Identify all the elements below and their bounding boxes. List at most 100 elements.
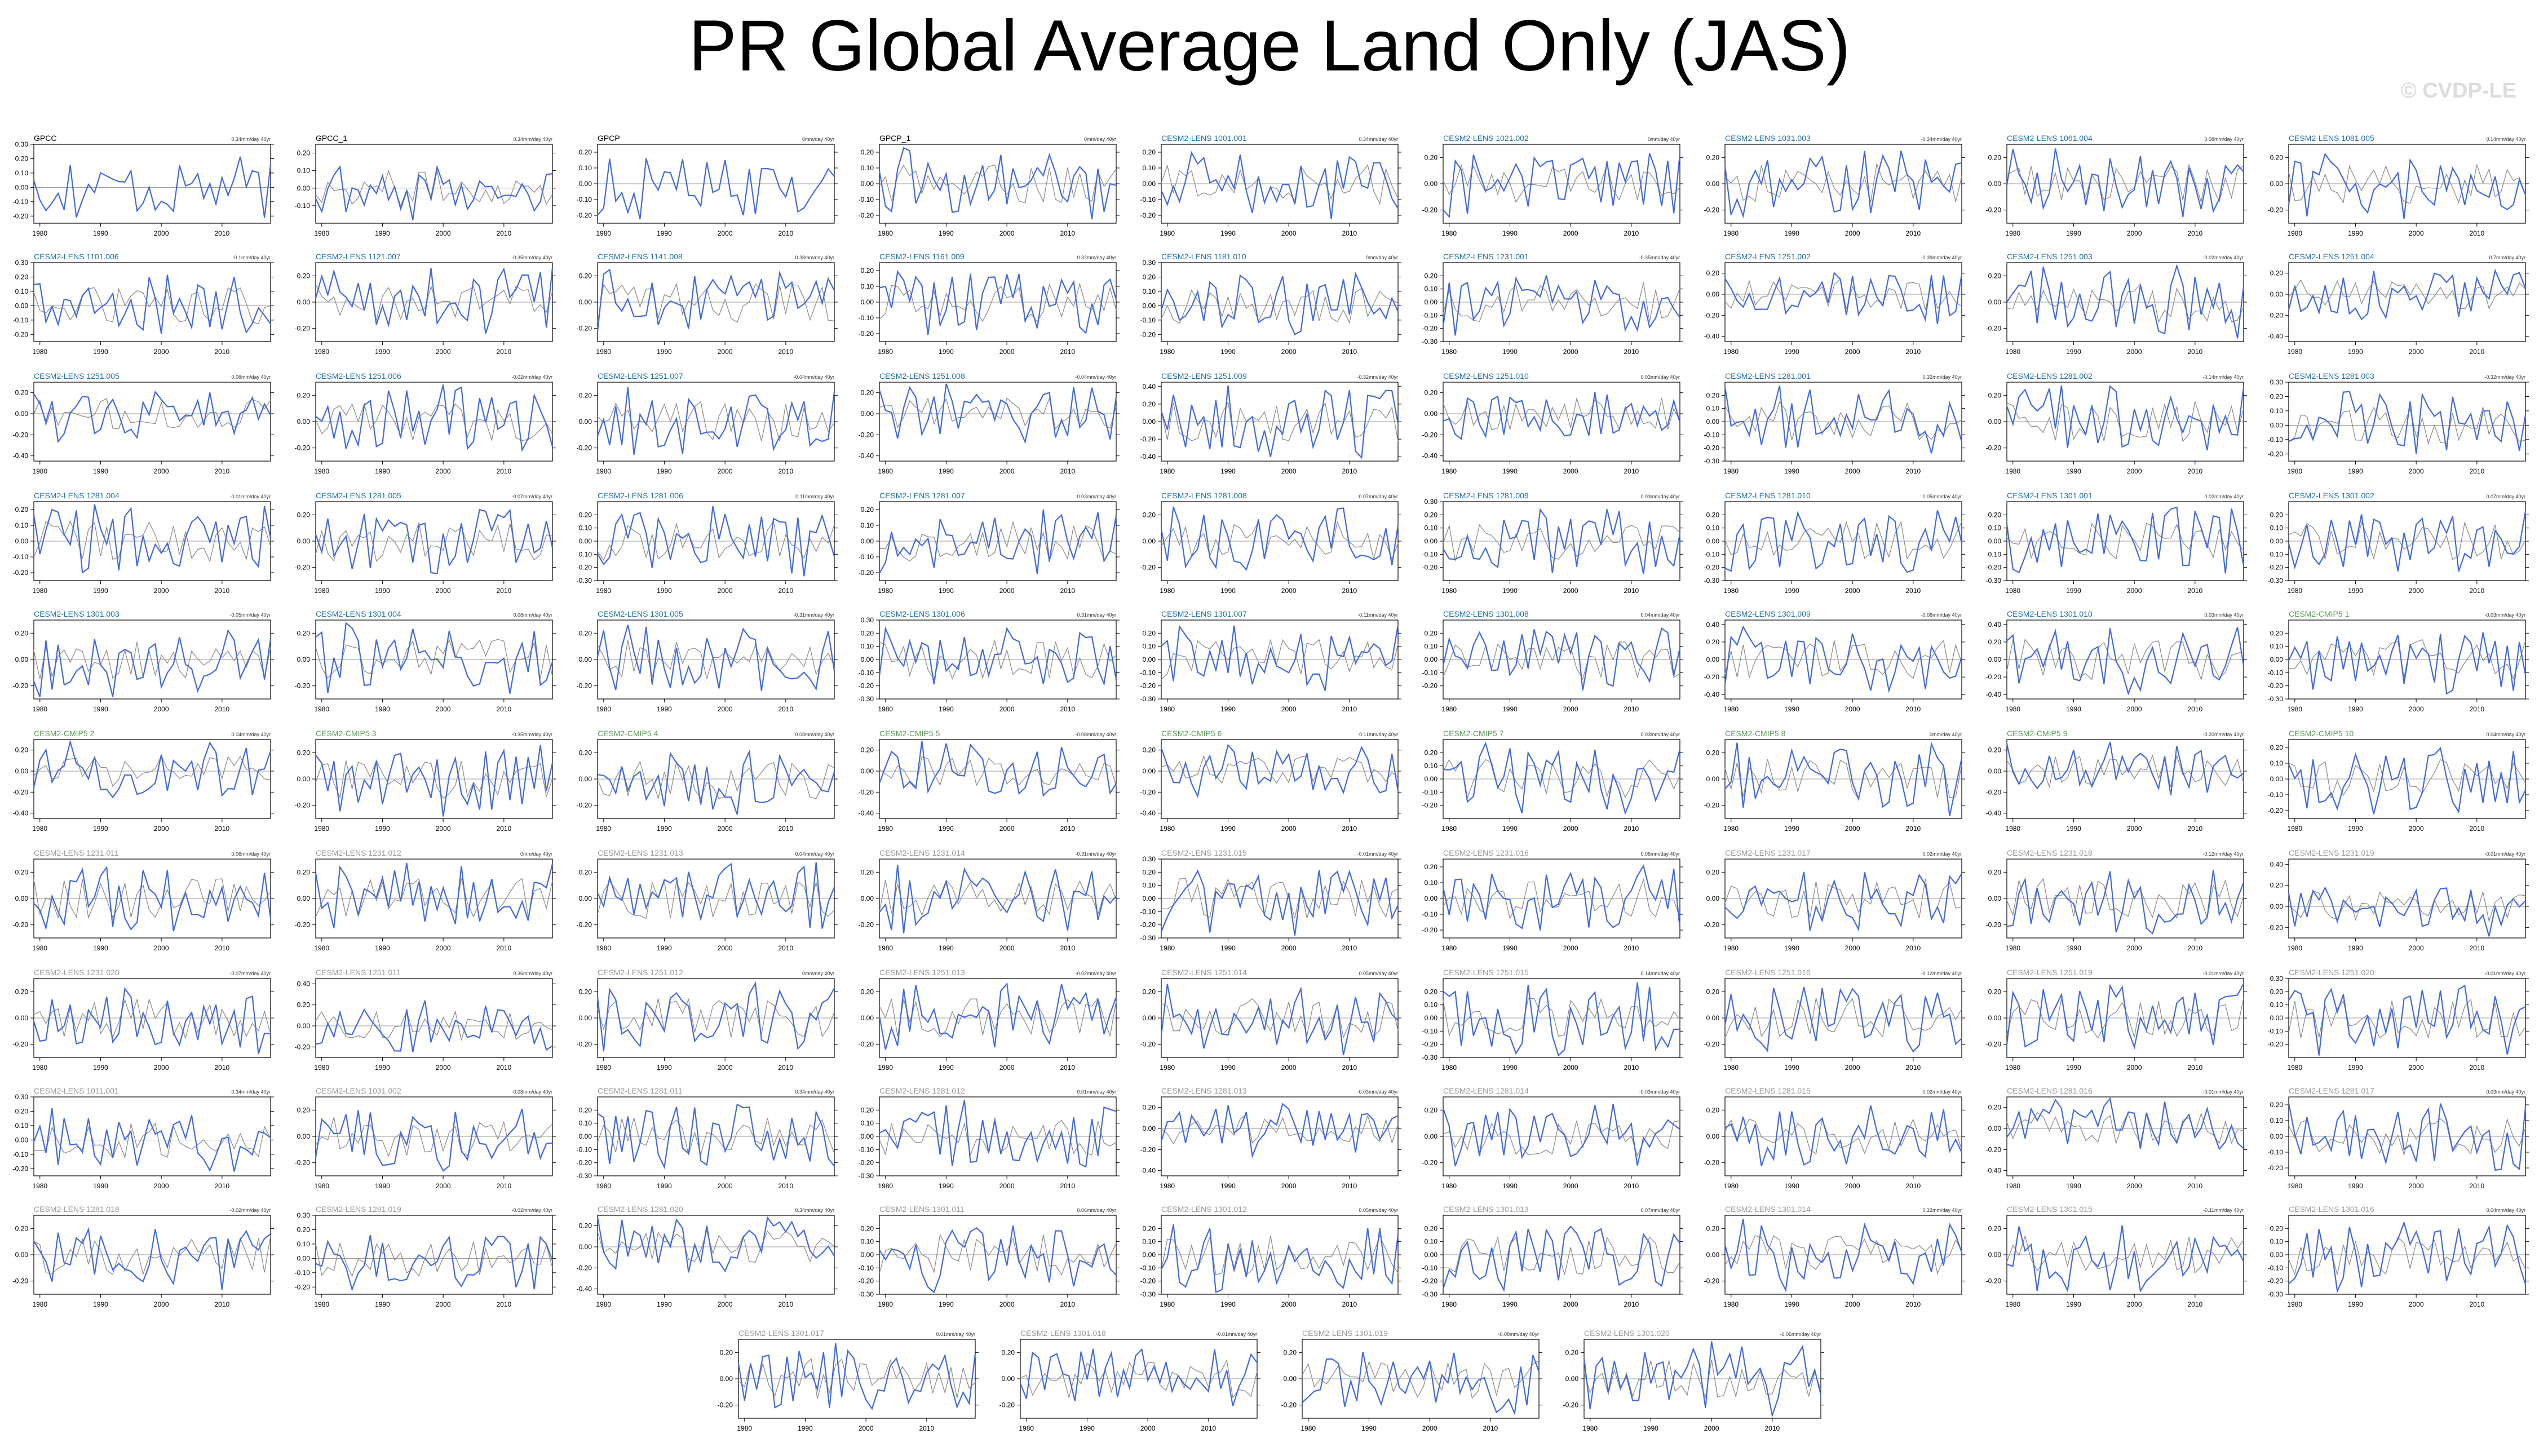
x-tick-label: 2010 xyxy=(214,587,229,595)
x-tick-label: 1980 xyxy=(1723,1300,1739,1308)
y-tick-label: 0.00 xyxy=(1706,537,1720,545)
primary-series-line xyxy=(2288,746,2526,815)
x-tick-label: 2010 xyxy=(2187,348,2202,356)
y-tick-label: -0.20 xyxy=(1140,682,1156,690)
y-tick-label: 0.10 xyxy=(579,1119,592,1127)
x-tick-label: 2010 xyxy=(2469,348,2484,356)
y-tick-label: -0.10 xyxy=(2268,550,2284,558)
x-tick-label: 1990 xyxy=(1643,1424,1658,1432)
y-tick-label: 0.00 xyxy=(2270,537,2284,545)
panel-trend-label: -0.11mm/day 40yr xyxy=(1357,612,1398,618)
y-tick-label: -0.30 xyxy=(1704,577,1720,585)
panel-title: CESM2-LENS 1231.012 xyxy=(316,848,401,857)
x-tick-label: 2010 xyxy=(1060,1182,1075,1190)
x-tick-label: 2010 xyxy=(2187,1300,2202,1308)
chart-panel: CESM2-LENS 1231.020 -0.07mm/day 40yr 0.20 0… xyxy=(13,968,274,1072)
y-tick-label: 0.30 xyxy=(15,259,29,267)
x-tick-label: 1980 xyxy=(737,1424,752,1432)
chart-panel: CESM2-LENS 1011.001 0.34mm/day 40yr 0.30 0.… xyxy=(13,1086,274,1190)
x-tick-label: 1990 xyxy=(1502,587,1518,595)
y-tick-label: 0.00 xyxy=(1706,1014,1720,1022)
y-tick-label: 0.10 xyxy=(2270,643,2284,650)
reference-series-line xyxy=(597,401,835,441)
x-tick-label: 1980 xyxy=(1441,1182,1457,1190)
y-tick-label: -0.20 xyxy=(577,1264,592,1272)
y-tick-label: 0.10 xyxy=(861,1119,874,1127)
x-tick-label: 2010 xyxy=(1624,1182,1639,1190)
y-tick-label: -0.20 xyxy=(2268,1277,2284,1285)
x-tick-label: 2010 xyxy=(214,705,229,713)
primary-series-line xyxy=(315,1108,553,1172)
panel-trend-label: -0.07mm/day 40yr xyxy=(1357,494,1398,499)
y-tick-label: -0.10 xyxy=(1140,196,1156,203)
y-tick-label: 0.20 xyxy=(861,389,874,397)
x-tick-label: 2000 xyxy=(718,348,733,356)
y-tick-label: -0.20 xyxy=(859,788,874,796)
y-tick-label: 0.20 xyxy=(1143,746,1156,754)
x-tick-label: 2000 xyxy=(1281,944,1297,952)
x-tick-label: 1990 xyxy=(939,944,954,952)
y-tick-label: 0.20 xyxy=(579,511,592,519)
panel-title: CESM2-LENS 1281.007 xyxy=(879,491,965,500)
x-tick-label: 2010 xyxy=(1342,705,1357,713)
x-tick-label: 1990 xyxy=(1220,229,1236,237)
y-tick-label: -0.40 xyxy=(1986,691,2002,698)
chart-panel: CESM2-CMIP5 9 -0.20mm/day 40yr 0.20 0.00 -0.… xyxy=(1986,729,2247,833)
x-tick-label: 2000 xyxy=(436,1182,451,1190)
y-tick-label: 0.20 xyxy=(297,1225,311,1233)
primary-series-line xyxy=(315,267,554,334)
x-tick-label: 1990 xyxy=(1220,825,1236,833)
y-tick-label: 0.00 xyxy=(297,1022,311,1030)
x-tick-label: 2010 xyxy=(496,587,511,595)
chart-panel: CESM2-LENS 1281.006 0.11mm/day 40yr 0.20 0.… xyxy=(577,491,838,595)
x-tick-label: 2000 xyxy=(154,1300,169,1308)
y-tick-label: 0.20 xyxy=(1706,511,1720,519)
y-tick-label: 0.10 xyxy=(1425,285,1438,293)
x-tick-label: 2000 xyxy=(718,1182,733,1190)
y-tick-label: -0.30 xyxy=(2268,695,2284,703)
x-tick-label: 1980 xyxy=(2287,229,2302,237)
primary-series-line xyxy=(33,739,272,799)
x-tick-label: 1990 xyxy=(1784,348,1799,356)
panel-trend-label: 0.01mm/day 40yr xyxy=(936,1331,975,1337)
x-tick-label: 1980 xyxy=(596,1064,611,1072)
panel-title: CESM2-LENS 1181.010 xyxy=(1161,252,1246,261)
x-tick-label: 1980 xyxy=(1441,825,1457,833)
x-tick-label: 1990 xyxy=(93,825,108,833)
panel-title: CESM2-LENS 1281.001 xyxy=(1725,371,1811,380)
chart-panel: CESM2-CMIP5 10 0.04mm/day 40yr 0.20 0.10 0.0… xyxy=(2268,729,2529,833)
x-tick-label: 1990 xyxy=(1220,944,1236,952)
reference-series-line xyxy=(2006,1234,2244,1274)
panel-title: CESM2-CMIP5 8 xyxy=(1725,729,1786,738)
chart-panel: CESM2-LENS 1251.002 -0.39mm/day 40yr 0.20 0… xyxy=(1704,252,1965,356)
x-tick-label: 1990 xyxy=(1502,1300,1518,1308)
panel-trend-label: 0.31mm/day 40yr xyxy=(1077,612,1116,618)
chart-panel: CESM2-LENS 1251.014 0.05mm/day 40yr 0.20 0.… xyxy=(1140,968,1401,1072)
panel-title: CESM2-LENS 1301.014 xyxy=(1725,1205,1811,1214)
x-tick-label: 1990 xyxy=(375,1182,390,1190)
y-tick-label: -0.20 xyxy=(2268,311,2284,319)
chart-panel: CESM2-LENS 1301.002 0.07mm/day 40yr 0.20 0.… xyxy=(2268,491,2529,595)
x-tick-label: 2010 xyxy=(1483,1424,1498,1432)
x-tick-label: 2010 xyxy=(496,229,511,237)
panel-trend-label: 0.14mm/day 40yr xyxy=(2486,136,2525,142)
x-tick-label: 2010 xyxy=(1060,1064,1075,1072)
y-tick-label: 0.10 xyxy=(15,1122,29,1130)
y-tick-label: -0.30 xyxy=(1704,457,1720,465)
x-tick-label: 2000 xyxy=(154,825,169,833)
primary-series-line xyxy=(315,384,554,453)
x-tick-label: 2010 xyxy=(1905,467,1921,475)
primary-series-line xyxy=(597,749,835,815)
x-tick-label: 2010 xyxy=(1905,944,1921,952)
y-tick-label: 0.00 xyxy=(15,656,29,663)
primary-series-line xyxy=(315,745,554,817)
y-tick-label: -0.20 xyxy=(1986,564,2002,572)
x-tick-label: 1980 xyxy=(1019,1424,1034,1432)
reference-series-line xyxy=(1443,759,1680,800)
x-tick-label: 1980 xyxy=(32,825,47,833)
panel-title: CESM2-LENS 1231.019 xyxy=(2289,848,2374,857)
x-tick-label: 1980 xyxy=(314,944,329,952)
y-tick-label: 0.20 xyxy=(2270,1224,2284,1232)
y-tick-label: -0.20 xyxy=(859,1277,874,1285)
y-tick-label: -0.20 xyxy=(577,921,592,929)
